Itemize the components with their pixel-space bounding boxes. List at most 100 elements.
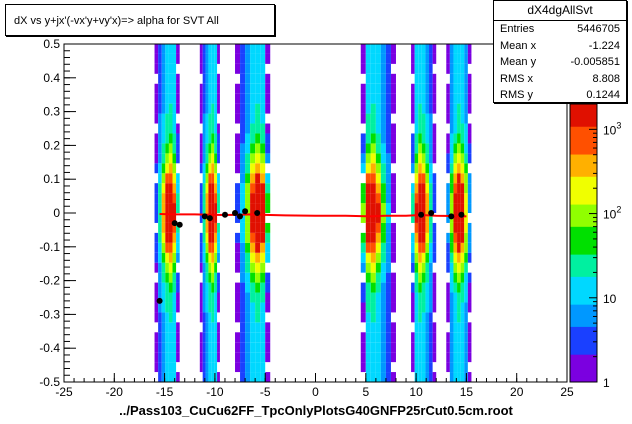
heat-cell	[464, 213, 468, 223]
heat-cell	[432, 143, 437, 154]
heat-cell	[365, 83, 371, 94]
heat-cell	[460, 213, 465, 223]
heat-cell	[421, 312, 426, 323]
heat-cell	[158, 312, 162, 323]
heat-cell	[464, 203, 468, 213]
heat-cell	[211, 143, 215, 154]
heat-cell	[421, 163, 426, 174]
heat-cell	[202, 242, 206, 253]
heat-cell	[446, 153, 450, 164]
data-point	[206, 215, 213, 222]
heat-cell	[176, 93, 180, 104]
heat-cell	[411, 153, 415, 164]
heat-cell	[418, 302, 422, 313]
heat-cell	[375, 53, 381, 64]
heat-cell	[385, 103, 391, 114]
data-point	[458, 211, 465, 218]
heat-cell	[429, 282, 433, 293]
heat-cell	[202, 232, 206, 243]
heat-cell	[240, 183, 246, 194]
heat-cell	[202, 312, 206, 323]
color-scale-bin	[570, 165, 597, 172]
heat-cell	[240, 123, 246, 134]
heat-cell	[176, 252, 180, 263]
heat-cell	[176, 302, 180, 313]
heat-cell	[235, 342, 241, 353]
heat-cell	[370, 93, 376, 104]
heat-cell	[421, 292, 426, 303]
color-scale-bin	[570, 109, 597, 116]
heat-cell	[460, 203, 465, 213]
heat-cell	[250, 352, 256, 363]
heat-cell	[390, 173, 396, 184]
heat-cell	[375, 123, 381, 134]
heat-cell	[217, 342, 220, 353]
heat-cell	[467, 44, 472, 54]
heat-cell	[165, 282, 169, 293]
heat-cell	[208, 103, 212, 114]
heat-cell	[370, 153, 376, 164]
heat-cell	[414, 193, 419, 204]
heat-cell	[453, 113, 458, 124]
heat-cell	[418, 252, 422, 263]
heat-cell	[390, 242, 396, 253]
heat-cell	[217, 44, 220, 54]
heat-cell	[211, 123, 215, 134]
heat-cell	[429, 143, 433, 154]
heat-cell	[208, 322, 212, 333]
heat-cell	[161, 242, 166, 253]
heat-cell	[250, 332, 256, 343]
heat-cell	[158, 272, 162, 283]
heat-cell	[390, 292, 396, 303]
x-tick-label: 0	[312, 385, 319, 399]
heat-cell	[460, 242, 465, 253]
heat-cell	[154, 113, 159, 124]
data-point	[448, 213, 455, 220]
heat-cell	[432, 322, 437, 333]
heat-cell	[385, 44, 391, 54]
heat-cell	[460, 153, 465, 164]
heat-cell	[176, 222, 180, 233]
heat-cell	[429, 322, 433, 333]
heat-cell	[176, 292, 180, 303]
heat-cell	[158, 93, 162, 104]
color-scale-bin	[570, 259, 597, 266]
heat-cell	[214, 103, 218, 114]
heat-cell	[168, 252, 173, 263]
heat-cell	[360, 183, 366, 194]
color-scale-bin	[570, 104, 597, 111]
heat-cell	[165, 63, 169, 74]
heat-cell	[208, 133, 212, 144]
heat-cell	[208, 352, 212, 363]
heat-cell	[217, 322, 220, 333]
heat-cell	[432, 352, 437, 363]
heat-cell	[245, 262, 251, 273]
heat-cell	[421, 272, 426, 283]
heat-cell	[464, 83, 468, 94]
heat-cell	[245, 173, 251, 184]
heat-cell	[421, 232, 426, 243]
heat-cell	[172, 83, 177, 94]
heat-cell	[414, 222, 419, 233]
heat-cell	[464, 153, 468, 164]
heat-cell	[158, 63, 162, 74]
heat-cell	[158, 44, 162, 54]
heat-cell	[390, 203, 396, 213]
heat-cell	[414, 262, 419, 273]
heat-cell	[425, 372, 430, 382]
heat-cell	[464, 342, 468, 353]
heat-cell	[235, 362, 241, 373]
heat-cell	[202, 73, 206, 84]
heat-cell	[453, 63, 458, 74]
heat-cell	[158, 123, 162, 134]
heat-cell	[418, 203, 422, 213]
stats-value: 8.808	[592, 72, 620, 85]
heat-cell	[411, 312, 415, 323]
heat-cell	[453, 83, 458, 94]
heat-cell	[260, 262, 266, 273]
heat-cell	[240, 193, 246, 204]
heat-cell	[385, 362, 391, 373]
heat-cell	[154, 53, 159, 64]
heat-cell	[172, 252, 177, 263]
heat-cell	[375, 332, 381, 343]
